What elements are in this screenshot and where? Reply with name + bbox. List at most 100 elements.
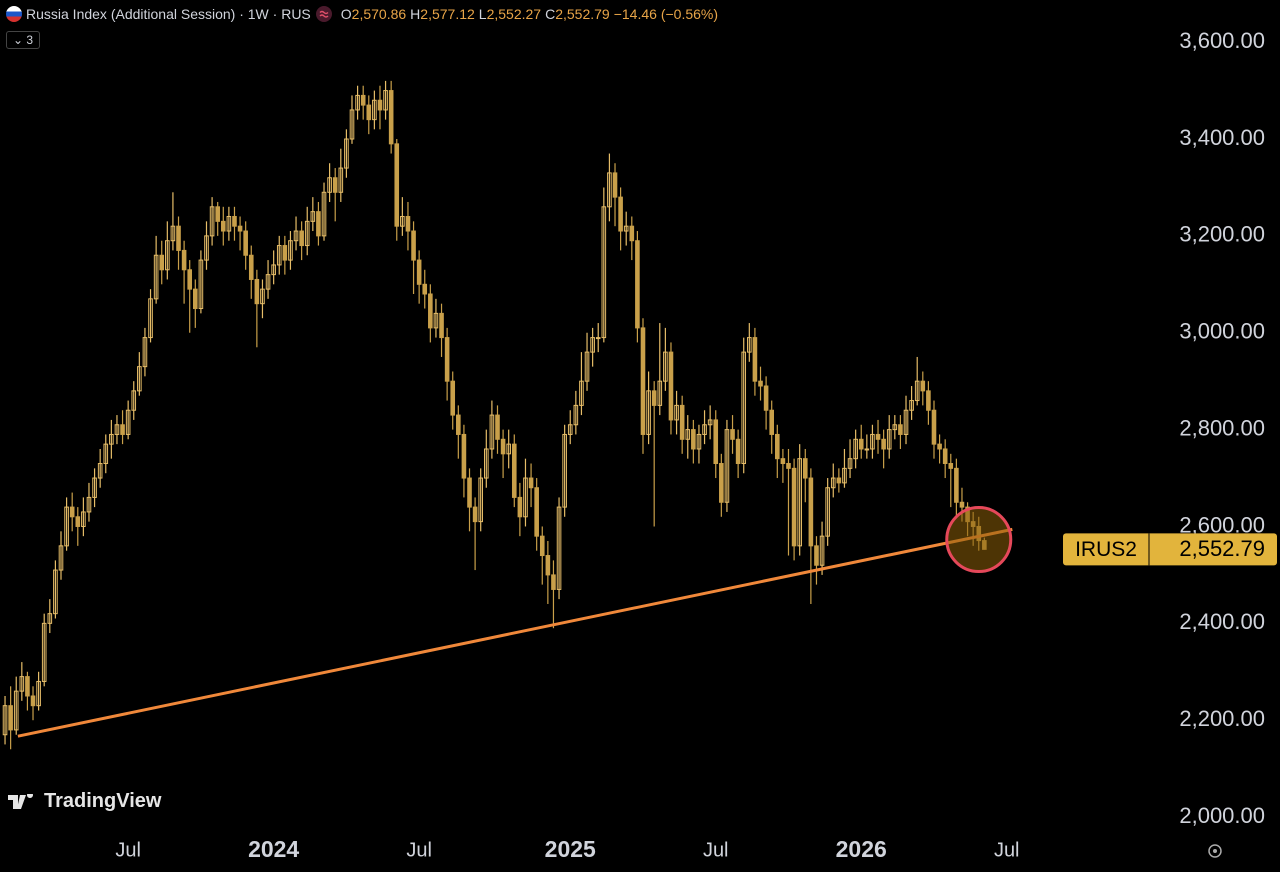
ohlc-key: H: [410, 6, 421, 22]
candle-body: [338, 167, 344, 193]
candle-body: [310, 211, 316, 222]
trend-line: [17, 527, 1013, 738]
candle-body: [903, 409, 909, 435]
candle-body: [623, 225, 629, 232]
candle-body: [959, 501, 965, 508]
candle-body: [304, 220, 310, 247]
candle-body: [248, 254, 254, 280]
candle-body: [926, 390, 931, 411]
candle-body: [886, 429, 892, 450]
ohlc-value: 2,552.27: [486, 6, 542, 22]
candle-body: [472, 506, 478, 523]
settings-icon-dot: [1213, 849, 1217, 853]
ohlc-key: L: [478, 6, 487, 22]
settings-icon[interactable]: [1208, 844, 1222, 858]
candle-body: [898, 424, 903, 435]
candle-body: [702, 424, 707, 435]
candle-body: [137, 366, 142, 392]
candle-body: [114, 424, 120, 435]
candle-body: [30, 695, 36, 707]
candle-body: [724, 429, 730, 503]
y-tick-label: 3,000.00: [1179, 319, 1265, 344]
ohlc-key: C: [545, 6, 556, 22]
candle-body: [327, 177, 332, 193]
candle-body: [372, 99, 377, 121]
candle-body: [769, 409, 775, 435]
session-icon[interactable]: [315, 5, 333, 23]
candle-body: [870, 433, 875, 450]
candle-body: [881, 438, 886, 450]
candle-body: [394, 143, 400, 227]
candle-body: [495, 414, 500, 440]
candle-body: [713, 419, 719, 465]
candle-body: [220, 220, 226, 232]
candle-body: [646, 390, 651, 435]
candle-body: [920, 380, 926, 392]
candle-body: [478, 477, 484, 523]
candle-body: [41, 622, 47, 682]
candle-body: [758, 380, 763, 387]
candle-body: [696, 433, 702, 450]
candle-body: [383, 90, 388, 111]
y-tick-label: 3,200.00: [1179, 222, 1265, 247]
candle-body: [131, 390, 137, 411]
candle-body: [797, 458, 802, 547]
legend-header: Russia Index (Additional Session) · 1W ·…: [6, 5, 718, 23]
candle-body: [142, 337, 148, 368]
candle-body: [187, 269, 193, 290]
candle-body: [198, 259, 204, 310]
candle-body: [836, 477, 842, 484]
candle-body: [657, 380, 663, 406]
candle-body: [64, 506, 69, 547]
y-tick-label: 2,600.00: [1179, 512, 1265, 537]
candle-body: [629, 225, 635, 242]
watermark-text: TradingView: [44, 790, 162, 812]
x-tick-label: Jul: [115, 839, 141, 861]
candle-body: [511, 443, 517, 498]
x-tick-label: Jul: [703, 839, 729, 861]
x-tick-label: 2026: [836, 836, 887, 862]
plot-area: [2, 80, 1013, 750]
y-tick-label: 3,600.00: [1179, 28, 1265, 53]
candle-body: [590, 337, 595, 353]
candle-body: [607, 172, 612, 208]
candle-body: [791, 467, 797, 547]
x-tick-label: Jul: [406, 839, 432, 861]
candle-body: [679, 404, 685, 440]
candle-body: [875, 433, 881, 440]
y-tick-label: 3,400.00: [1179, 125, 1265, 150]
candle-body: [948, 463, 954, 469]
candle-body: [685, 429, 691, 440]
candle-body: [942, 448, 948, 465]
candle-body: [36, 680, 41, 707]
candle-body: [730, 429, 735, 440]
candle-body: [215, 206, 220, 222]
candle-body: [360, 94, 366, 106]
candle-body: [937, 443, 942, 450]
candle-body: [271, 264, 276, 276]
ohlc-value: 2,577.12: [420, 6, 475, 22]
candle-body: [226, 215, 232, 232]
candle-body: [366, 104, 372, 121]
candle-body: [181, 249, 187, 271]
candle-body: [618, 196, 623, 232]
candle-body: [260, 288, 265, 305]
candle-body: [388, 90, 394, 145]
candle-body: [377, 99, 383, 111]
y-tick-label: 2,800.00: [1179, 415, 1265, 440]
candle-body: [551, 574, 556, 590]
candle-body: [81, 511, 86, 527]
candle-body: [159, 254, 165, 271]
candle-body: [612, 172, 618, 198]
candle-body: [584, 351, 590, 382]
candle-body: [416, 259, 422, 285]
x-tick-label: 2024: [248, 836, 299, 862]
ohlc-key: O: [340, 6, 352, 22]
candle-body: [456, 414, 461, 435]
symbol-title[interactable]: Russia Index (Additional Session) · 1W ·…: [26, 6, 311, 22]
candle-body: [25, 676, 30, 697]
candle-body: [19, 676, 25, 692]
candle-body: [8, 705, 13, 731]
candle-body: [663, 351, 668, 382]
indicator-toggle[interactable]: ⌄ 3: [6, 31, 41, 49]
